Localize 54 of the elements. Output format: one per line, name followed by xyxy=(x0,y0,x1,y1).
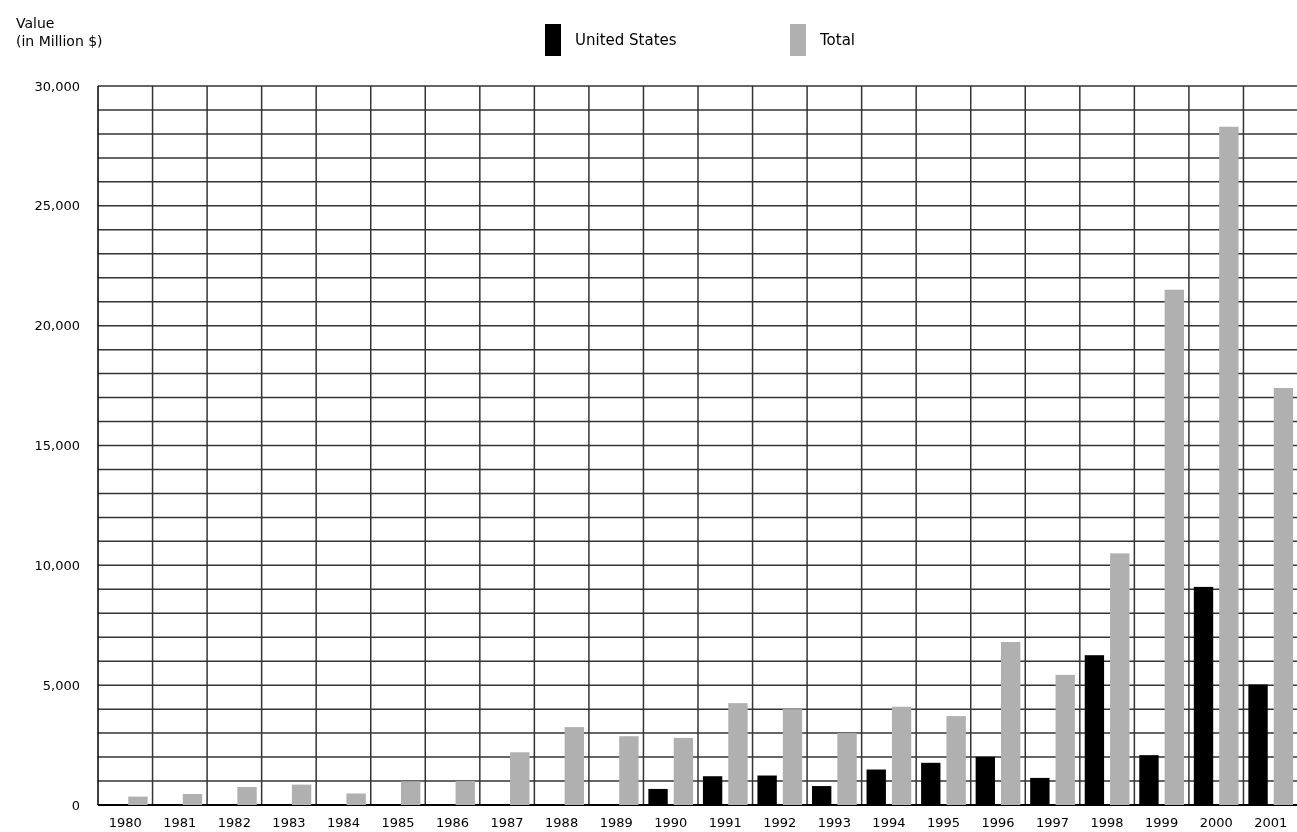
bar xyxy=(1219,126,1239,805)
y-tick-label: 25,000 xyxy=(34,198,80,214)
y-axis-title: Value (in Million $) xyxy=(16,15,103,50)
x-tick-label: 1984 xyxy=(326,815,360,830)
x-tick-label: 1993 xyxy=(817,815,851,830)
x-tick-label: 1995 xyxy=(926,815,960,830)
bar xyxy=(728,703,748,805)
bar xyxy=(291,784,312,805)
bar xyxy=(1273,387,1294,805)
legend-label: Total xyxy=(819,31,856,50)
x-tick-label: 1988 xyxy=(545,815,579,830)
bar xyxy=(619,736,639,805)
y-tick-label: 5,000 xyxy=(42,677,80,693)
bar xyxy=(1164,289,1184,805)
bar xyxy=(946,716,966,805)
bar xyxy=(346,793,366,805)
x-tick-label: 1998 xyxy=(1090,815,1124,830)
y-tick-label: 15,000 xyxy=(34,438,80,454)
x-tick-label: 1996 xyxy=(981,815,1015,830)
bar xyxy=(510,752,530,805)
bar xyxy=(564,727,584,805)
x-tick-label: 1987 xyxy=(490,815,524,830)
bar xyxy=(673,737,694,805)
x-tick-label: 1982 xyxy=(217,815,251,830)
y-tick-label: 10,000 xyxy=(34,557,80,573)
bar xyxy=(782,709,803,805)
bar xyxy=(401,781,421,805)
bar xyxy=(837,733,857,805)
x-tick-label: 1994 xyxy=(872,815,906,830)
y-tick-label: 30,000 xyxy=(34,78,80,94)
x-tick-label: 1983 xyxy=(272,815,306,830)
x-tick-label: 1992 xyxy=(763,815,797,830)
x-tick-label: 2001 xyxy=(1254,815,1288,830)
x-tick-label: 1986 xyxy=(436,815,470,830)
legend-label: United States xyxy=(575,31,677,50)
bar xyxy=(1110,553,1130,805)
x-tick-label: 1989 xyxy=(599,815,633,830)
x-tick-label: 1981 xyxy=(163,815,197,830)
y-tick-label: 20,000 xyxy=(34,318,80,334)
bar xyxy=(237,787,257,805)
bar xyxy=(455,781,475,805)
bar xyxy=(1001,642,1021,805)
x-tick-label: 1999 xyxy=(1145,815,1179,830)
x-tick-label: 1985 xyxy=(381,815,415,830)
bar xyxy=(182,793,203,805)
bar xyxy=(891,706,912,805)
x-tick-label: 1990 xyxy=(654,815,688,830)
x-tick-label: 2000 xyxy=(1199,815,1233,830)
x-tick-label: 1980 xyxy=(108,815,142,830)
x-tick-label: 1997 xyxy=(1036,815,1070,830)
x-tick-label: 1991 xyxy=(708,815,742,830)
bar xyxy=(1055,674,1075,805)
y-tick-label: 0 xyxy=(71,797,80,813)
bar xyxy=(128,796,148,805)
